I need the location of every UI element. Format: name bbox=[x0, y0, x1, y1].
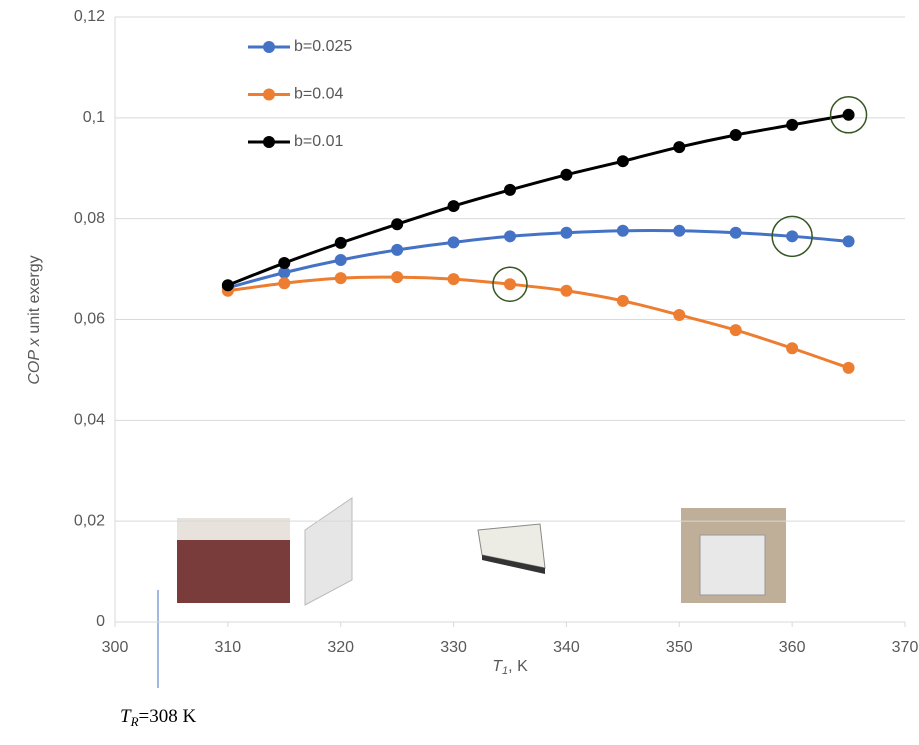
data-point bbox=[560, 226, 573, 239]
data-point bbox=[447, 200, 460, 213]
data-point bbox=[673, 308, 686, 321]
data-point bbox=[334, 236, 347, 249]
data-point bbox=[616, 224, 629, 237]
legend-marker bbox=[263, 88, 275, 101]
x-tick-label: 310 bbox=[215, 639, 242, 656]
y-tick-label: 0 bbox=[96, 613, 105, 630]
data-point bbox=[278, 277, 291, 290]
highlight-circle bbox=[771, 215, 813, 258]
x-tick-label: 340 bbox=[553, 639, 580, 656]
data-point bbox=[560, 284, 573, 297]
data-point bbox=[729, 128, 742, 141]
data-point bbox=[729, 226, 742, 239]
data-point bbox=[391, 271, 404, 284]
reference-annotation: TR=308 K bbox=[120, 706, 196, 729]
y-tick-label: 0,02 bbox=[74, 512, 105, 529]
x-axis-unit: , K bbox=[508, 658, 528, 675]
legend-label: b=0.04 bbox=[294, 86, 343, 103]
highlight-circle bbox=[829, 96, 868, 134]
data-point bbox=[447, 236, 460, 249]
y-tick-label: 0,08 bbox=[74, 210, 105, 227]
data-point bbox=[673, 141, 686, 154]
x-tick-label: 350 bbox=[666, 639, 693, 656]
data-point bbox=[504, 183, 516, 196]
convector-base bbox=[482, 555, 545, 574]
y-axis-italic: COP x bbox=[26, 337, 43, 385]
data-point bbox=[842, 235, 855, 248]
data-point bbox=[786, 118, 799, 131]
aluminium-radiator-image bbox=[304, 497, 353, 606]
data-point bbox=[447, 273, 460, 286]
data-point bbox=[673, 224, 686, 237]
data-point bbox=[504, 230, 516, 243]
x-tick-label: 330 bbox=[440, 639, 467, 656]
x-tick-label: 300 bbox=[102, 639, 129, 656]
y-tick-label: 0,1 bbox=[83, 109, 105, 126]
x-tick-label: 320 bbox=[327, 639, 354, 656]
cast-iron-radiator-body bbox=[699, 534, 766, 596]
floor-heating-wall bbox=[177, 518, 290, 540]
y-axis-title: COP x unit exergy bbox=[26, 255, 43, 384]
data-point bbox=[334, 254, 347, 267]
x-axis-subscript: 1 bbox=[502, 665, 508, 677]
legend-marker bbox=[263, 136, 275, 148]
x-axis-symbol: T bbox=[492, 658, 503, 675]
data-point bbox=[278, 257, 291, 270]
data-point bbox=[221, 279, 234, 292]
legend-label: b=0.025 bbox=[294, 38, 352, 55]
data-point bbox=[786, 342, 799, 355]
annotation-text: =308 K bbox=[139, 706, 197, 727]
data-point bbox=[786, 230, 799, 243]
y-axis-text: unit exergy bbox=[26, 255, 43, 338]
x-tick-label: 360 bbox=[779, 639, 806, 656]
y-tick-label: 0,06 bbox=[74, 311, 105, 328]
y-tick-label: 0,04 bbox=[74, 412, 105, 429]
data-point bbox=[391, 218, 404, 231]
data-point bbox=[278, 266, 291, 279]
heater-images bbox=[177, 497, 786, 606]
data-point bbox=[729, 324, 742, 337]
annotation-subscript: R bbox=[130, 714, 139, 729]
y-tick-label: 0,12 bbox=[74, 8, 105, 25]
annotation-symbol: T bbox=[120, 706, 132, 727]
data-point bbox=[504, 278, 516, 291]
data-point bbox=[334, 272, 347, 285]
series-line bbox=[227, 275, 850, 370]
data-point bbox=[616, 155, 629, 168]
x-axis-title: T1, K bbox=[492, 658, 528, 677]
highlight-circle bbox=[492, 266, 528, 302]
data-point bbox=[391, 243, 404, 256]
data-point bbox=[560, 168, 573, 181]
legend-label: b=0.01 bbox=[294, 133, 343, 150]
data-point bbox=[842, 361, 855, 374]
x-tick-label: 370 bbox=[892, 639, 919, 656]
legend-marker bbox=[263, 41, 275, 53]
data-point bbox=[842, 108, 855, 121]
data-point bbox=[616, 294, 629, 307]
